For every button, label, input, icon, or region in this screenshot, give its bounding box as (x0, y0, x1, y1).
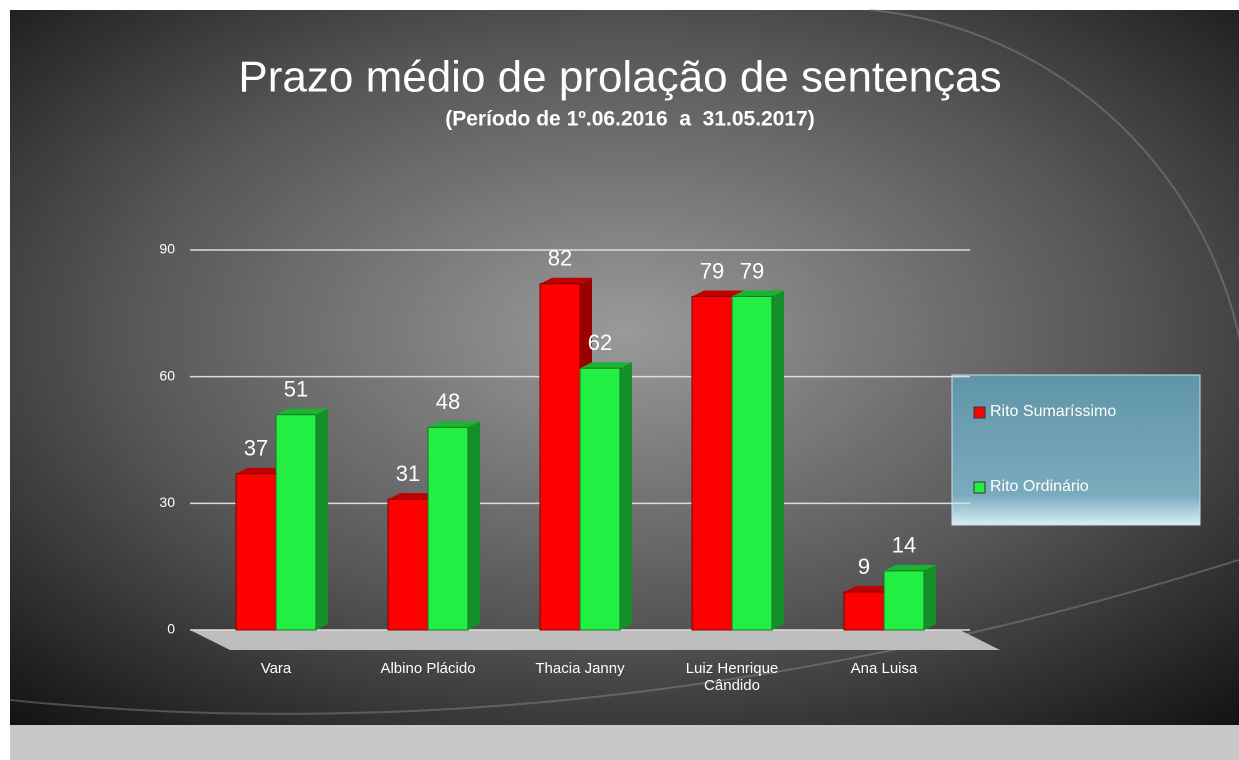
decor-arc (869, 9, 1239, 520)
data-label: 48 (436, 389, 460, 414)
bar-top (540, 277, 592, 284)
bar-top (884, 564, 936, 571)
chart-title: Prazo médio de prolação de sentenças (238, 53, 1001, 102)
legend-swatch (973, 481, 986, 494)
legend-label: Rito Ordinário (990, 478, 1089, 495)
bar (883, 570, 925, 631)
bar-top (428, 421, 480, 428)
y-tick-label: 0 (167, 621, 175, 637)
bar (235, 473, 277, 631)
bottom-strip (10, 725, 1239, 760)
bar-top (236, 467, 288, 474)
bar-top (692, 290, 744, 297)
bar (275, 414, 317, 631)
data-label: 79 (700, 258, 724, 283)
data-label: 79 (740, 258, 764, 283)
bar-top (732, 290, 784, 297)
legend-label: Rito Sumaríssimo (990, 403, 1116, 420)
bar-top (580, 362, 632, 369)
bar-side (772, 290, 784, 630)
bar-side (924, 564, 936, 630)
bar (427, 426, 469, 631)
data-label: 37 (244, 436, 268, 461)
bar-side (316, 408, 328, 630)
bar (579, 367, 621, 631)
x-tick-label: Albino Plácido (380, 660, 476, 677)
x-tick-label: Ana Luisa (850, 660, 918, 677)
data-label: 82 (548, 246, 572, 271)
bar (539, 283, 581, 631)
legend-swatch (973, 406, 986, 419)
data-label: 31 (396, 461, 420, 486)
y-tick-label: 90 (159, 241, 175, 257)
decor-arc (9, 559, 1239, 715)
x-tick-label: Vara (260, 660, 292, 677)
bar (843, 591, 885, 631)
chart-subtitle: (Período de 1º.06.2016 a 31.05.2017) (445, 108, 815, 131)
data-label: 14 (892, 533, 916, 558)
legend (951, 374, 1201, 526)
y-tick-label: 60 (159, 367, 175, 383)
y-tick-label: 30 (159, 494, 175, 510)
bar (691, 295, 733, 631)
bar-top (844, 586, 896, 592)
x-tick-label: Thacia Janny (535, 660, 625, 677)
data-label: 9 (858, 554, 870, 579)
bar-side (620, 362, 632, 630)
bar (731, 295, 773, 631)
bar-side (468, 421, 480, 630)
bar-top (388, 493, 440, 500)
data-label: 51 (284, 376, 308, 401)
x-tick-label: Luiz Henrique Cândido (685, 660, 779, 694)
bar (387, 498, 429, 631)
data-label: 62 (588, 330, 612, 355)
floor (190, 630, 1000, 650)
bar-top (276, 408, 328, 415)
